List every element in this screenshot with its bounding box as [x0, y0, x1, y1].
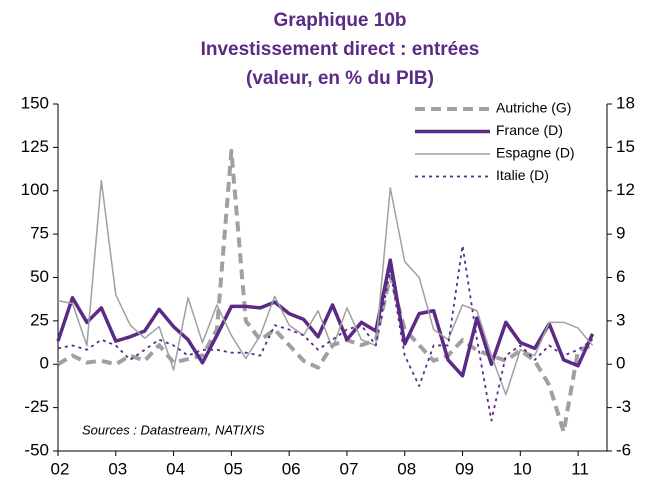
- x-tick-label: 03: [108, 459, 127, 478]
- series-line: [56, 148, 594, 434]
- legend-label: Espagne (D): [496, 145, 575, 161]
- series-line: [57, 244, 594, 422]
- y2-tick-label: 0: [616, 354, 625, 373]
- y2-tick-label: 6: [616, 267, 625, 286]
- chart-title: Graphique 10b: [273, 10, 406, 31]
- x-tick-label: 09: [455, 459, 474, 478]
- x-tick-label: 08: [397, 459, 416, 478]
- x-tick-label: 02: [51, 459, 70, 478]
- series-line: [56, 258, 595, 378]
- y2-tick-label: 3: [616, 310, 625, 329]
- y-tick-label: 0: [40, 354, 49, 373]
- y2-tick-label: 9: [616, 224, 625, 243]
- y-tick-label: 25: [30, 310, 49, 329]
- y-tick-label: 125: [21, 137, 49, 156]
- legend-label: France (D): [496, 122, 563, 138]
- y-tick-label: 150: [21, 93, 49, 112]
- y2-tick-label: 18: [616, 93, 635, 112]
- y2-tick-label: -6: [616, 440, 631, 459]
- source-note: Sources : Datastream, NATIXIS: [82, 422, 265, 437]
- x-tick-label: 04: [166, 459, 185, 478]
- legend-label: Autriche (G): [496, 100, 571, 116]
- x-tick-label: 10: [513, 459, 532, 478]
- chart-title: (valeur, en % du PIB): [246, 68, 434, 89]
- legend-label: Italie (D): [496, 167, 549, 183]
- y-tick-label: 100: [21, 180, 49, 199]
- y2-tick-label: 15: [616, 137, 635, 156]
- y2-tick-label: 12: [616, 180, 635, 199]
- y-tick-label: -25: [24, 397, 49, 416]
- x-tick-label: 05: [224, 459, 243, 478]
- y-tick-label: 50: [30, 267, 49, 286]
- chart-title: Investissement direct : entrées: [201, 39, 480, 60]
- x-tick-label: 06: [282, 459, 301, 478]
- y-tick-label: 75: [30, 224, 49, 243]
- x-tick-label: 11: [571, 459, 589, 478]
- y2-tick-label: -3: [616, 397, 631, 416]
- x-tick-label: 07: [339, 459, 358, 478]
- series-line: [57, 179, 594, 396]
- y-tick-label: -50: [24, 440, 49, 459]
